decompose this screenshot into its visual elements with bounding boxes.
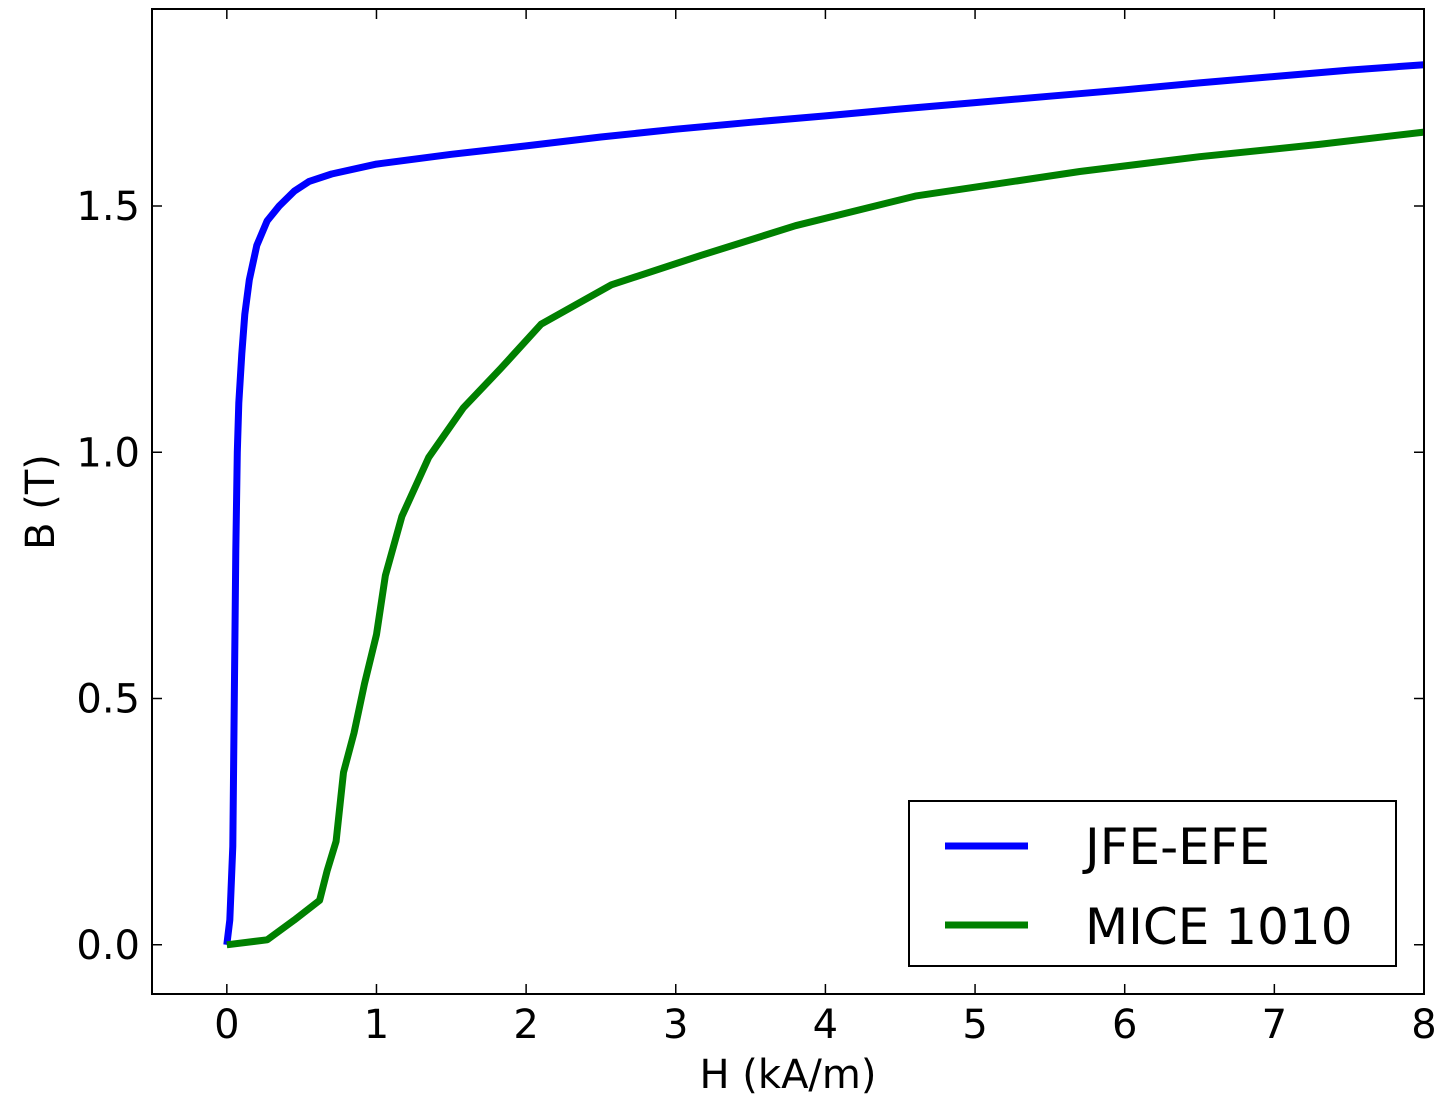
series-line-jfe-efe [223,61,1425,946]
legend: JFE-EFE MICE 1010 [908,800,1397,967]
series-layer [223,61,1425,949]
series-line-mice-1010 [226,128,1425,949]
legend-box [908,800,1397,967]
legend-label-jfe-efe: JFE-EFE [1082,818,1270,876]
x-tick-label: 2 [513,1002,538,1048]
x-tick-label: 4 [813,1002,838,1048]
plot-frame [151,8,1425,995]
x-tick-label: 0 [214,1002,239,1048]
x-tick-label: 1 [364,1002,389,1048]
y-axis-label: B (T) [18,454,64,550]
x-tick-label: 8 [1411,1002,1436,1048]
y-tick-label: 1.5 [76,184,140,230]
x-tick-label: 3 [663,1002,688,1048]
x-tick-label: 6 [1112,1002,1137,1048]
x-tick-label: 5 [962,1002,987,1048]
tick-layer: 0 1 2 3 4 5 6 7 8 0.0 0.5 1.0 1.5 [76,9,1437,1048]
legend-label-mice-1010: MICE 1010 [1085,898,1353,956]
x-axis-label: H (kA/m) [700,1052,877,1097]
x-tick-label: 7 [1262,1002,1287,1048]
y-tick-label: 1.0 [76,430,140,476]
y-tick-label: 0.0 [76,923,140,969]
y-tick-label: 0.5 [76,677,140,723]
